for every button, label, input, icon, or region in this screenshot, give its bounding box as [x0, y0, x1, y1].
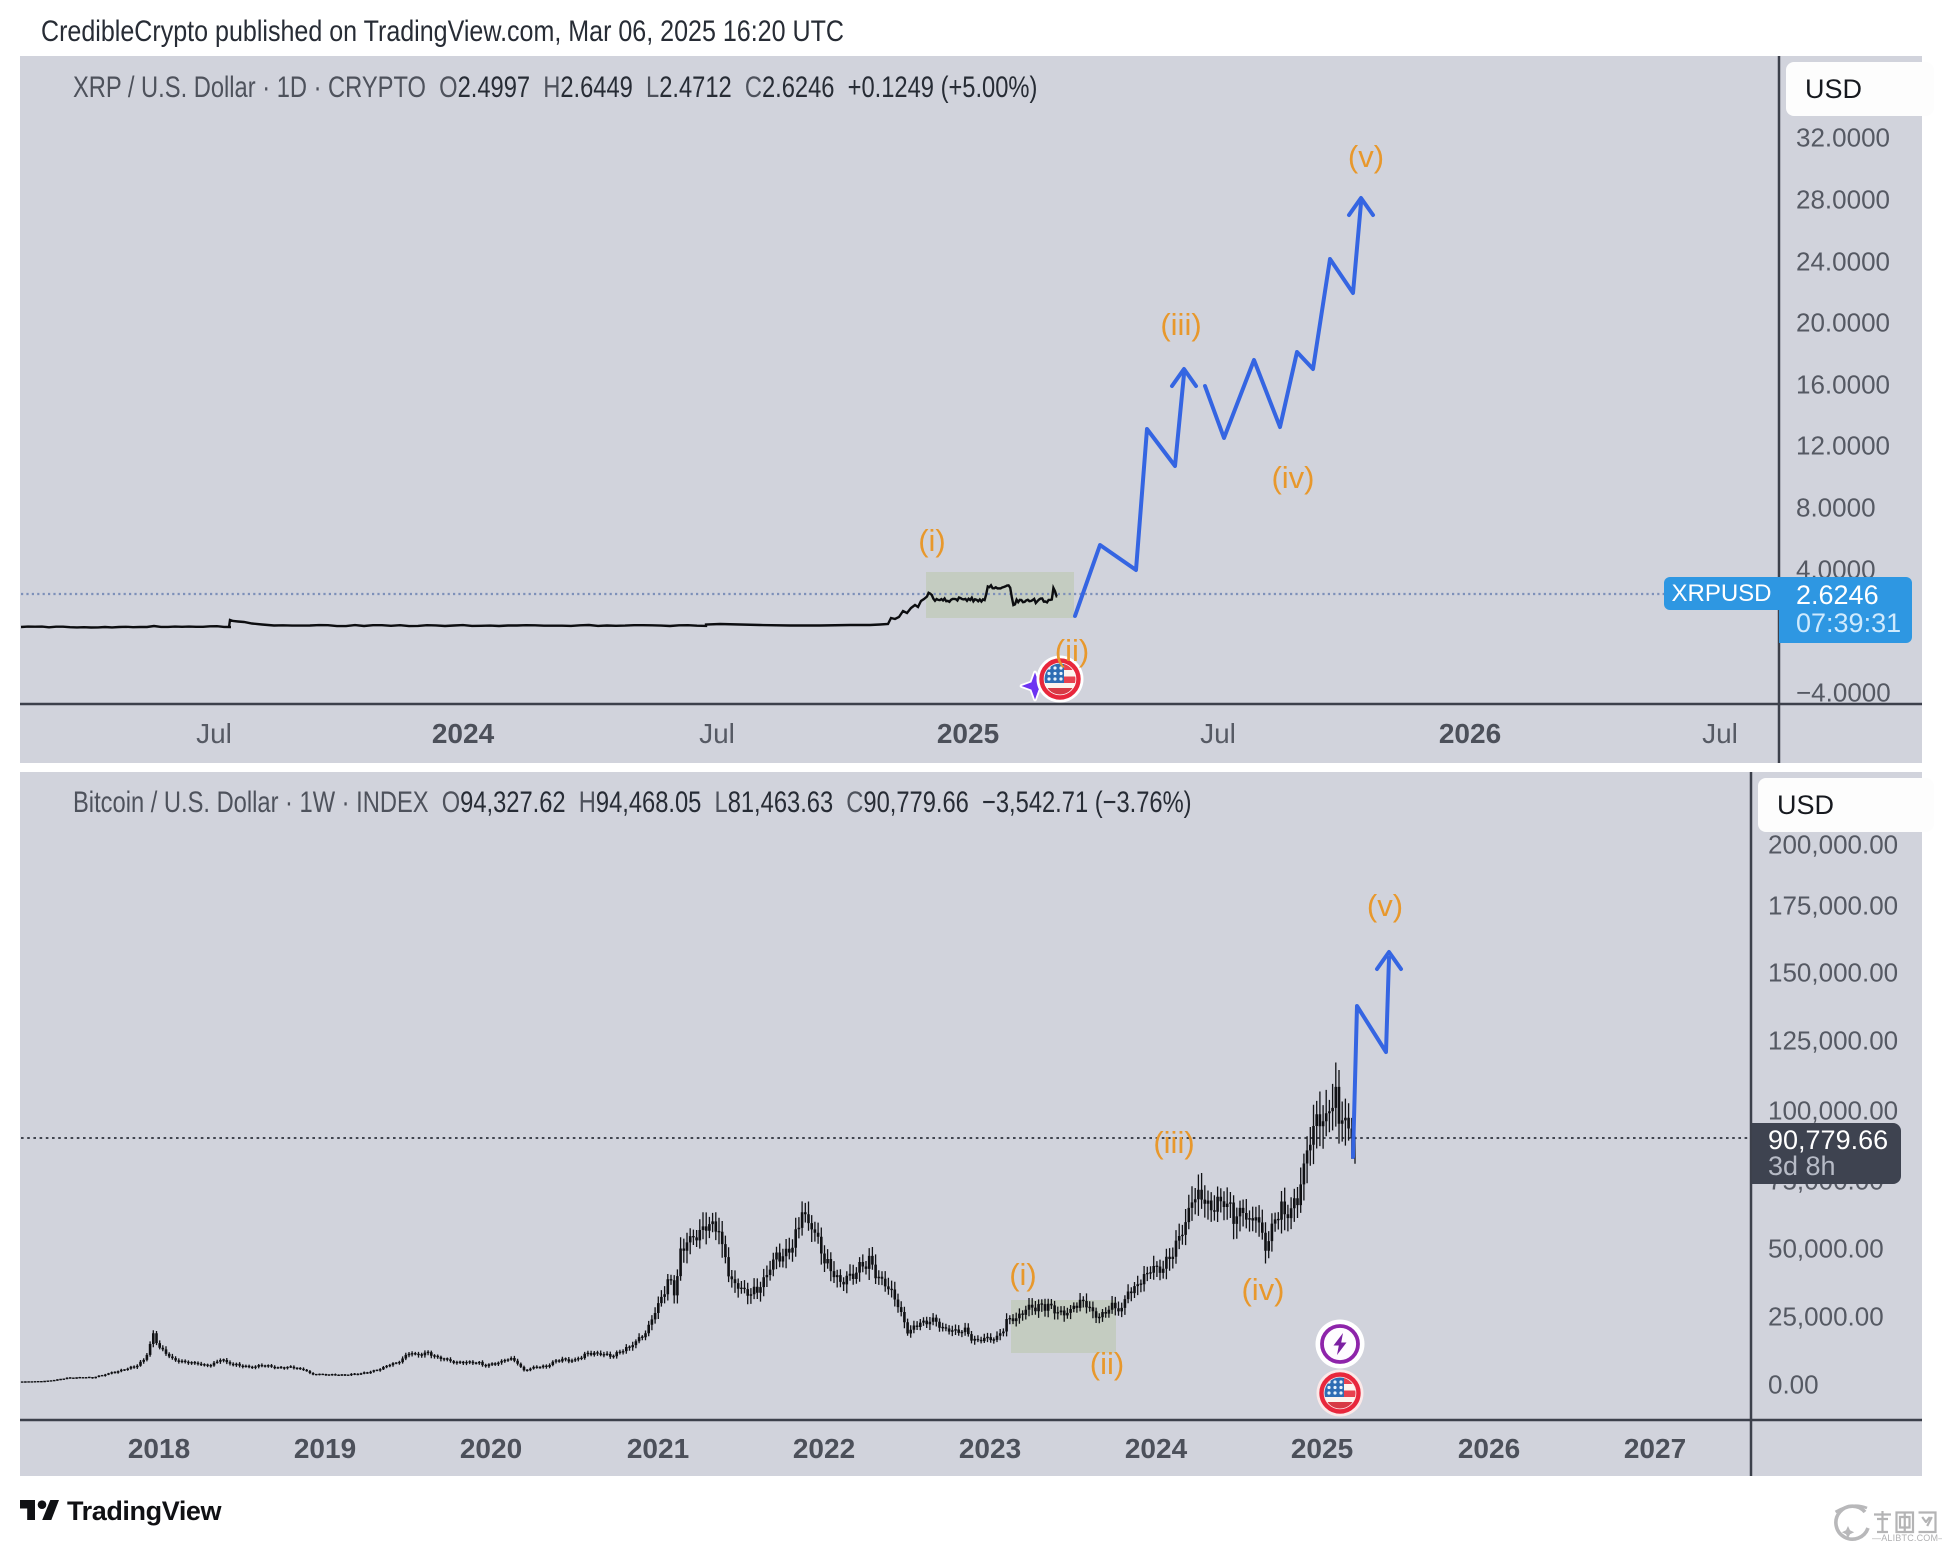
svg-text:—ALIBTC.COM—: —ALIBTC.COM—: [1872, 1533, 1942, 1543]
